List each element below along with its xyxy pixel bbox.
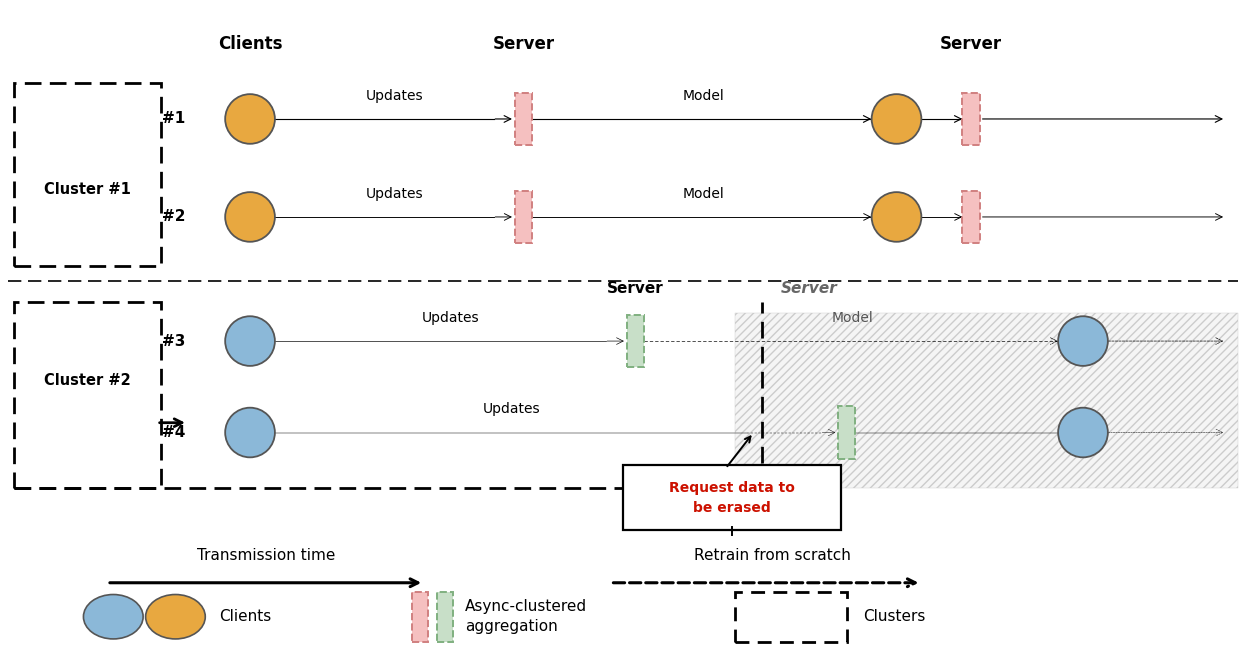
Ellipse shape [146,594,206,639]
Text: Request data to
be erased: Request data to be erased [669,481,795,514]
Text: Updates: Updates [366,186,424,201]
Ellipse shape [872,94,921,144]
Text: Transmission time: Transmission time [197,548,335,563]
Ellipse shape [1058,316,1108,366]
FancyBboxPatch shape [962,93,979,145]
Text: Clusters: Clusters [863,609,926,625]
Ellipse shape [226,407,275,457]
Text: Server: Server [781,281,837,297]
FancyBboxPatch shape [623,465,841,531]
Text: #3: #3 [162,333,186,348]
Ellipse shape [226,94,275,144]
Text: Cluster #2: Cluster #2 [44,373,131,388]
Text: Clients: Clients [218,35,283,53]
FancyBboxPatch shape [515,93,532,145]
Text: Model: Model [683,89,724,102]
Text: Cluster #1: Cluster #1 [44,182,131,197]
FancyBboxPatch shape [627,315,644,367]
Ellipse shape [226,192,275,242]
Text: Model: Model [831,311,873,325]
Text: Clients: Clients [219,609,272,625]
Ellipse shape [872,192,921,242]
Text: #2: #2 [162,209,186,224]
Text: Updates: Updates [422,311,480,325]
Text: #4: #4 [162,425,186,440]
Text: Updates: Updates [366,89,424,102]
Text: Updates: Updates [482,402,540,416]
FancyBboxPatch shape [436,592,452,642]
Ellipse shape [83,594,143,639]
Text: Model: Model [683,186,724,201]
Text: Server: Server [939,35,1002,53]
FancyBboxPatch shape [735,313,1239,488]
FancyBboxPatch shape [411,592,427,642]
Ellipse shape [1058,407,1108,457]
Text: Server: Server [492,35,554,53]
Text: Async-clustered
aggregation: Async-clustered aggregation [465,600,587,634]
Text: Server: Server [607,281,664,297]
FancyBboxPatch shape [839,406,856,459]
FancyBboxPatch shape [515,191,532,243]
Text: Retrain from scratch: Retrain from scratch [694,548,851,563]
FancyBboxPatch shape [962,191,979,243]
Text: #1: #1 [162,112,186,127]
Ellipse shape [226,316,275,366]
